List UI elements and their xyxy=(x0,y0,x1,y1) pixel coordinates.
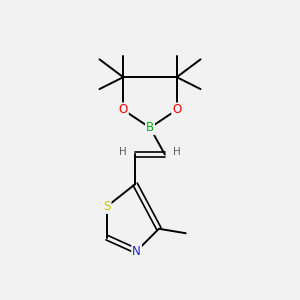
Text: B: B xyxy=(146,121,154,134)
Text: H: H xyxy=(119,147,127,157)
Text: O: O xyxy=(172,103,182,116)
Text: H: H xyxy=(173,147,181,157)
Text: S: S xyxy=(103,200,111,213)
Text: N: N xyxy=(132,244,141,258)
Text: O: O xyxy=(118,103,128,116)
